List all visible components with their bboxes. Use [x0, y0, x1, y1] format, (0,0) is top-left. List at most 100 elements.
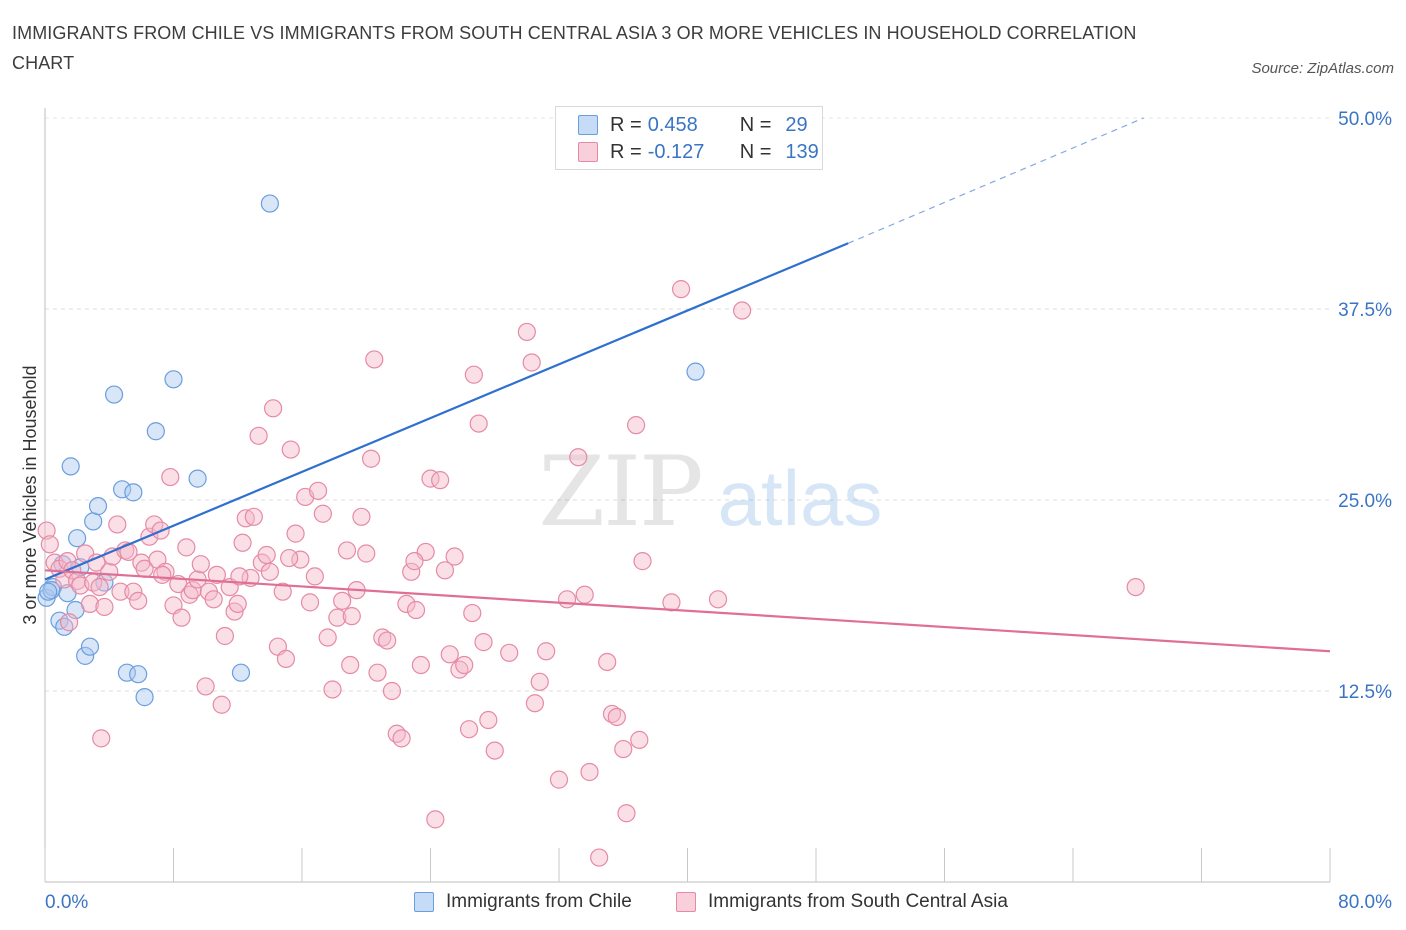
data-point [411, 655, 430, 675]
data-point [708, 590, 728, 609]
data-point [172, 608, 191, 627]
data-point [549, 770, 569, 789]
data-point [435, 561, 455, 580]
data-point [129, 591, 148, 610]
stats-legend: R = 0.458 N = 29 R = -0.127 N = 139 [555, 106, 823, 170]
data-point [273, 582, 292, 601]
r-value: 0.458 [647, 113, 698, 136]
data-point [286, 524, 305, 543]
series-legend: Immigrants from Chile Immigrants from So… [0, 889, 1406, 917]
data-point [207, 565, 226, 584]
data-point [633, 552, 652, 571]
data-point [124, 582, 143, 601]
data-point [88, 497, 108, 516]
trend-line-chile-extension [847, 117, 1144, 244]
data-point [342, 607, 361, 626]
data-point [662, 593, 681, 612]
data-point [40, 535, 59, 554]
data-point [378, 631, 397, 650]
data-point [405, 552, 424, 571]
data-point [733, 301, 752, 320]
data-point [537, 642, 556, 661]
data-point [300, 593, 320, 612]
r-value: -0.127 [647, 140, 705, 163]
data-point [617, 804, 636, 823]
data-point [260, 194, 279, 213]
legend-item-south-central-asia[interactable]: Immigrants from South Central Asia [676, 891, 1008, 913]
data-point [313, 504, 332, 523]
data-point [129, 665, 148, 684]
trend-line-south-central-asia [44, 569, 1331, 653]
data-point [146, 422, 165, 441]
data-point [188, 469, 207, 488]
trend-line-chile [44, 242, 849, 581]
data-point [164, 370, 183, 389]
data-point [337, 541, 357, 560]
watermark-atlas: atlas [718, 454, 883, 542]
data-point [590, 848, 609, 867]
data-point [80, 594, 100, 614]
data-point [474, 633, 493, 652]
data-point [281, 440, 300, 459]
data-point [357, 544, 376, 563]
n-label: N = [739, 140, 772, 163]
data-point [233, 533, 252, 552]
r-label: R = [610, 140, 642, 163]
data-point [231, 663, 251, 682]
data-point [124, 483, 143, 502]
data-point [333, 591, 352, 610]
data-point [50, 611, 69, 630]
data-point [455, 655, 474, 675]
x-tick-label: 80.0% [1338, 892, 1392, 913]
data-point [135, 688, 154, 707]
data-point [249, 426, 268, 445]
axes [44, 108, 1331, 883]
data-point [80, 637, 100, 656]
data-point [90, 577, 109, 597]
data-point [382, 681, 402, 701]
data-point [626, 416, 646, 435]
data-point [607, 707, 626, 727]
data-point [308, 481, 328, 500]
data-point [522, 353, 541, 372]
data-point [479, 710, 498, 730]
data-point [92, 729, 111, 748]
legend-item-chile[interactable]: Immigrants from Chile [414, 891, 632, 913]
data-point [671, 280, 691, 299]
data-point [84, 512, 103, 531]
data-point [485, 741, 504, 760]
data-point [402, 562, 421, 581]
data-point [108, 515, 127, 534]
data-point [445, 547, 464, 566]
chart-title: IMMIGRANTS FROM CHILE VS IMMIGRANTS FROM… [12, 23, 1137, 73]
data-point [517, 322, 536, 342]
data-point [215, 626, 234, 646]
data-point [557, 590, 577, 609]
data-point [280, 548, 299, 568]
data-point [100, 562, 119, 581]
data-point [431, 471, 450, 490]
data-point [260, 562, 279, 581]
data-point [95, 597, 114, 617]
data-point [341, 655, 360, 675]
y-tick-label: 12.5% [1338, 682, 1392, 703]
data-point [104, 385, 124, 404]
source-credit: Source: ZipAtlas.com [1251, 60, 1394, 77]
data-point [39, 582, 58, 601]
data-point [153, 565, 172, 584]
south-central-asia-swatch [578, 142, 598, 162]
data-point [263, 399, 283, 418]
series-south-central-asia [37, 280, 1145, 867]
data-point [61, 457, 80, 476]
data-point [156, 562, 175, 581]
south-central-asia-swatch [676, 892, 696, 912]
data-point [183, 581, 202, 600]
watermark-zip: ZIP [538, 436, 701, 548]
data-point [305, 567, 324, 586]
data-point [406, 600, 426, 620]
chile-swatch [578, 115, 598, 135]
data-point [161, 467, 180, 487]
y-tick-label: 25.0% [1338, 491, 1392, 512]
data-point [525, 694, 545, 713]
